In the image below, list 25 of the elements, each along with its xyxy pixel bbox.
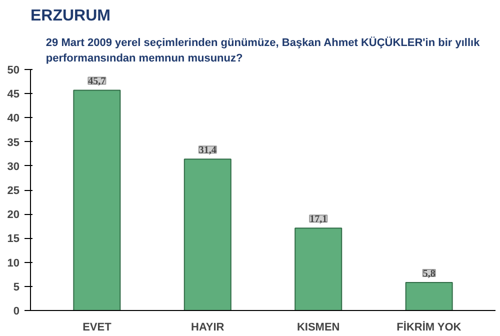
y-tick-label: 0 [13,306,20,318]
x-tick-label: EVET [82,322,112,334]
y-tick-label: 45 [7,88,20,101]
x-tick-label: HAYIR [191,322,224,334]
chart-title: ERZURUM [30,8,110,24]
y-tick-label: 50 [7,64,20,76]
data-label: 17,1 [310,214,328,226]
bar [294,228,342,310]
x-tick-label: KISMEN [296,322,340,334]
y-tick-label: 30 [7,160,20,173]
bar [184,158,232,310]
y-tick-label: 10 [7,257,20,270]
data-label: 45,7 [88,76,106,88]
y-tick-label: 35 [7,136,20,149]
y-tick-label: 5 [13,281,20,294]
y-tick-label: 40 [7,112,20,125]
data-label: 31,4 [198,145,216,156]
y-tick-label: 15 [7,233,20,246]
y-tick-label: 25 [7,185,20,197]
bar [405,282,453,310]
bar [73,90,121,310]
x-tick-label: FİKRİM YOK [396,320,462,334]
y-tick-label: 20 [7,209,20,222]
data-label: 5,8 [422,268,436,280]
chart-subtitle: 29 Mart 2009 yerel seçimlerinden günümüze, Başkan Ahmet KÜÇÜKLER'in bir yıllık performansından memnun musunuz? [46,36,481,64]
